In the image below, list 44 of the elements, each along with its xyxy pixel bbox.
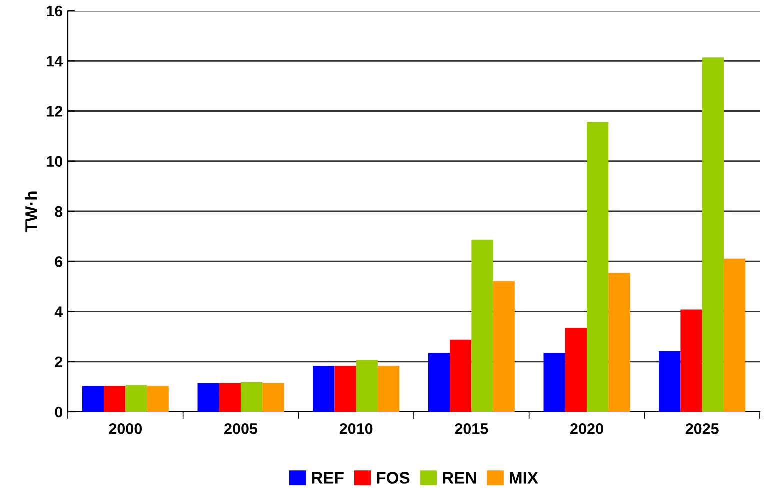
bar	[493, 281, 515, 412]
bar	[608, 273, 630, 412]
bar	[262, 383, 284, 412]
legend-label: MIX	[510, 472, 538, 484]
x-tick-label: 2010	[340, 424, 373, 434]
y-axis-title: TW·h	[25, 192, 38, 232]
bar	[198, 383, 220, 412]
x-tick-label: 2005	[224, 424, 258, 434]
bar	[378, 366, 400, 412]
bar	[334, 366, 356, 412]
bar	[702, 58, 724, 412]
x-tick-label: 2025	[686, 424, 719, 434]
bar	[241, 382, 263, 412]
bar	[450, 340, 472, 412]
bar	[126, 385, 148, 412]
y-tick-label: 8	[55, 206, 63, 218]
y-tick-label: 6	[55, 256, 63, 268]
bar	[659, 351, 681, 412]
y-tick-label: 2	[55, 356, 63, 368]
x-tick-label: 2020	[570, 424, 604, 434]
bar	[565, 328, 587, 412]
bar	[104, 386, 126, 412]
legend-label: REN	[443, 472, 476, 484]
bar	[219, 383, 241, 412]
bar	[356, 360, 378, 412]
y-tick-label: 14	[47, 56, 64, 67]
bar	[428, 353, 450, 412]
y-tick-label: 12	[47, 106, 63, 117]
bar	[147, 386, 169, 412]
bar	[680, 310, 702, 412]
y-tick-label: 0	[55, 406, 63, 418]
bar	[472, 240, 494, 412]
x-tick-label: 2015	[455, 424, 488, 434]
y-tick-label: 16	[47, 6, 63, 17]
y-tick-label: 10	[47, 156, 63, 168]
legend-label: REF	[312, 472, 344, 484]
legend-label: FOS	[377, 472, 410, 484]
bar	[313, 366, 335, 412]
y-tick-label: 4	[54, 306, 64, 318]
bar	[587, 122, 609, 412]
x-tick-label: 2000	[109, 424, 142, 434]
bar	[724, 258, 746, 412]
bar	[544, 353, 566, 412]
bar	[82, 386, 104, 412]
